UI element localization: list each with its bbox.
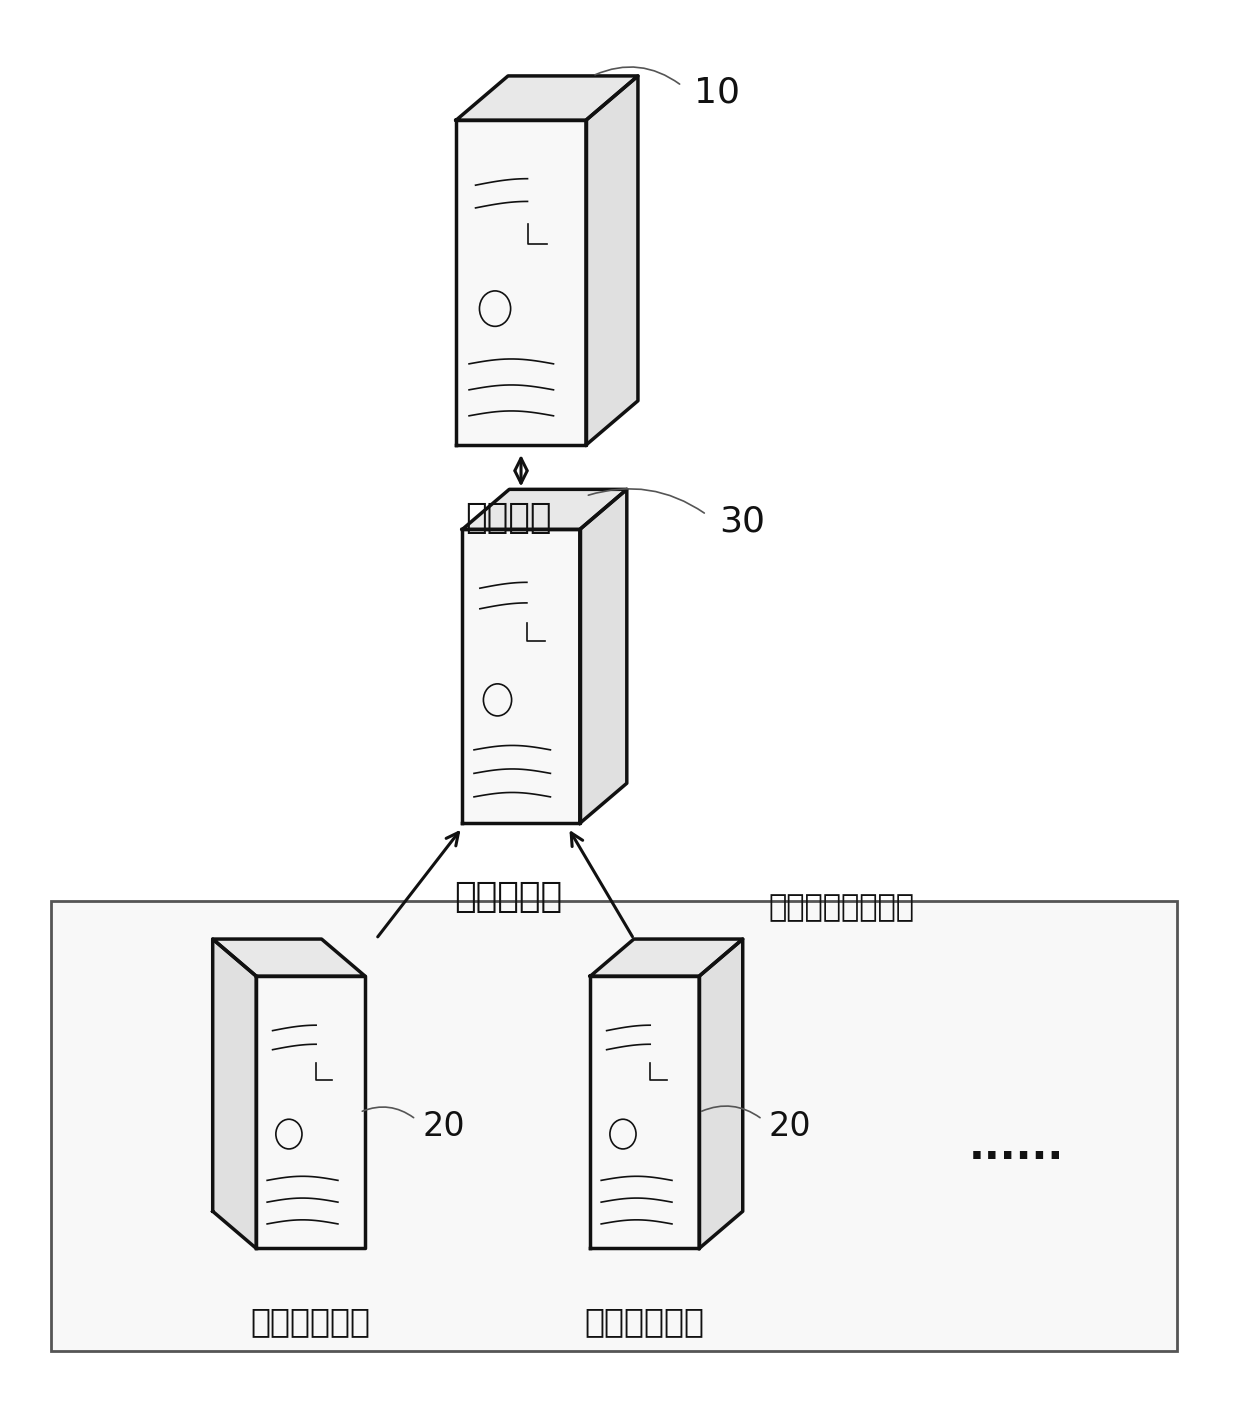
Polygon shape (456, 120, 587, 445)
Polygon shape (213, 938, 257, 1248)
Text: 信息采集终端: 信息采集终端 (250, 1305, 371, 1337)
Polygon shape (257, 976, 365, 1248)
Polygon shape (463, 489, 626, 530)
Circle shape (484, 683, 512, 716)
Polygon shape (590, 976, 699, 1248)
Polygon shape (590, 938, 743, 976)
Text: 20: 20 (769, 1110, 811, 1143)
Polygon shape (456, 76, 637, 120)
Text: 管理服务器: 管理服务器 (455, 879, 563, 913)
Text: 多台信息采集终端: 多台信息采集终端 (769, 893, 914, 923)
Polygon shape (699, 938, 743, 1248)
Text: 信息采集终端: 信息采集终端 (585, 1305, 704, 1337)
Text: 用户终端: 用户终端 (465, 502, 552, 535)
Circle shape (480, 290, 511, 327)
Bar (51, 902, 1177, 1351)
Text: 10: 10 (694, 76, 740, 110)
Circle shape (275, 1119, 303, 1148)
Text: ......: ...... (968, 1126, 1064, 1168)
Text: 30: 30 (719, 504, 765, 538)
Polygon shape (580, 489, 626, 823)
Circle shape (610, 1119, 636, 1148)
Text: 20: 20 (422, 1110, 465, 1143)
Polygon shape (213, 938, 365, 976)
Polygon shape (463, 530, 580, 823)
Polygon shape (587, 76, 637, 445)
